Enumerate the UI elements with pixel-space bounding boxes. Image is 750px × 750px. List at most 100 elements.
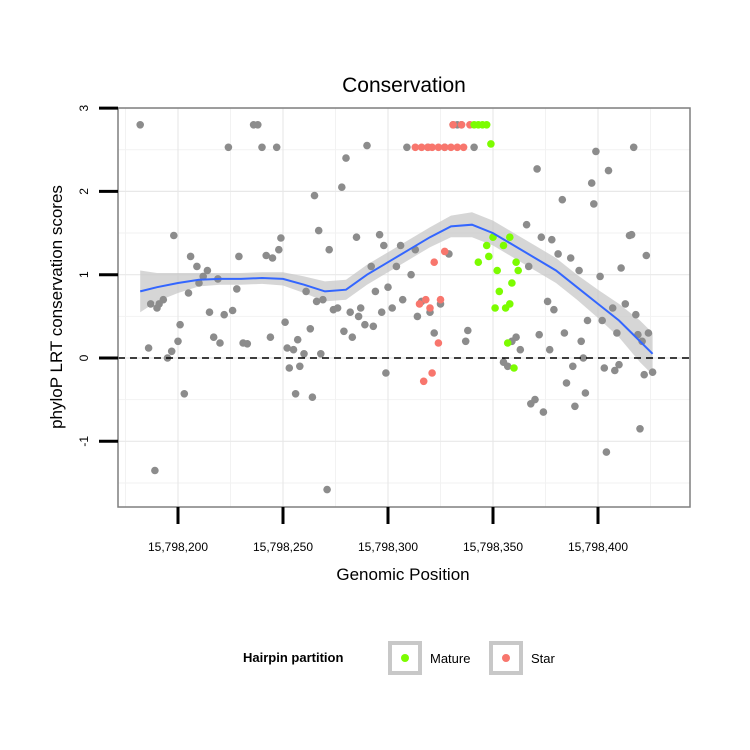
data-point bbox=[503, 339, 512, 347]
data-point bbox=[319, 295, 327, 304]
data-point bbox=[174, 337, 182, 346]
data-point bbox=[384, 283, 392, 292]
chart-title: Conservation bbox=[342, 74, 466, 97]
data-point bbox=[277, 234, 285, 242]
data-point bbox=[388, 304, 397, 312]
data-point bbox=[411, 143, 420, 152]
data-point bbox=[293, 335, 302, 344]
data-point bbox=[524, 262, 533, 271]
data-point bbox=[600, 364, 609, 372]
data-point bbox=[275, 245, 283, 254]
data-point bbox=[506, 300, 514, 308]
data-point bbox=[396, 241, 405, 250]
data-point bbox=[415, 300, 424, 308]
data-point bbox=[233, 285, 241, 293]
data-point bbox=[482, 121, 491, 129]
data-point bbox=[392, 262, 401, 271]
plot-border bbox=[117, 107, 691, 508]
data-point bbox=[632, 310, 640, 319]
data-point bbox=[203, 266, 212, 275]
data-point bbox=[604, 166, 613, 175]
data-point bbox=[356, 304, 365, 312]
data-point bbox=[508, 279, 516, 287]
data-point bbox=[220, 310, 228, 319]
data-point bbox=[342, 154, 350, 162]
data-point bbox=[193, 262, 201, 271]
data-point bbox=[545, 345, 554, 354]
data-point bbox=[430, 258, 439, 267]
data-point bbox=[539, 408, 548, 416]
data-point bbox=[636, 425, 644, 433]
data-point bbox=[228, 306, 237, 315]
data-point bbox=[367, 262, 376, 271]
data-point bbox=[499, 241, 508, 250]
data-point bbox=[613, 329, 621, 337]
data-point bbox=[434, 143, 443, 152]
x-tick-label: 15,798,300 bbox=[358, 540, 418, 554]
data-point bbox=[325, 245, 334, 254]
data-point bbox=[371, 287, 380, 296]
data-point bbox=[333, 304, 342, 312]
data-point bbox=[590, 200, 598, 208]
data-point bbox=[638, 337, 646, 346]
data-point bbox=[348, 333, 357, 342]
data-point bbox=[640, 370, 648, 379]
data-point bbox=[289, 345, 298, 354]
data-point bbox=[617, 264, 625, 272]
data-point bbox=[413, 312, 422, 321]
legend-label-mature: Mature bbox=[430, 651, 470, 666]
legend-label-star: Star bbox=[531, 651, 556, 666]
data-point bbox=[644, 329, 653, 337]
data-point bbox=[611, 366, 619, 375]
data-point bbox=[621, 300, 630, 308]
data-point bbox=[317, 350, 325, 358]
data-point bbox=[291, 390, 300, 398]
data-point bbox=[491, 304, 499, 312]
smooth-line bbox=[139, 223, 654, 355]
data-point bbox=[253, 121, 262, 129]
data-point bbox=[592, 147, 600, 156]
data-point bbox=[375, 230, 384, 239]
data-point bbox=[361, 320, 369, 329]
data-point bbox=[629, 143, 638, 152]
data-point bbox=[310, 191, 319, 200]
x-tick-label: 15,798,400 bbox=[568, 540, 628, 554]
data-point bbox=[436, 295, 445, 304]
data-point bbox=[493, 266, 502, 275]
data-point bbox=[548, 235, 556, 244]
data-point bbox=[352, 233, 361, 241]
data-point bbox=[312, 297, 321, 306]
data-point bbox=[186, 252, 195, 261]
data-point bbox=[579, 354, 588, 362]
data-point bbox=[495, 287, 504, 296]
data-point bbox=[615, 360, 623, 369]
data-point bbox=[430, 329, 439, 337]
data-point bbox=[457, 121, 466, 129]
data-point bbox=[422, 295, 430, 304]
data-point bbox=[199, 272, 207, 281]
data-point bbox=[562, 379, 571, 387]
data-point bbox=[571, 402, 579, 411]
data-point bbox=[195, 279, 203, 287]
data-point bbox=[272, 143, 281, 152]
data-point bbox=[608, 304, 617, 312]
data-point bbox=[550, 305, 558, 314]
data-point bbox=[398, 295, 407, 304]
data-point bbox=[470, 143, 478, 152]
data-point bbox=[642, 251, 651, 260]
y-tick-label: 3 bbox=[77, 104, 91, 111]
data-point bbox=[537, 233, 546, 241]
data-point bbox=[482, 241, 491, 250]
data-point bbox=[510, 364, 518, 372]
data-point bbox=[487, 140, 495, 148]
data-point bbox=[176, 320, 184, 329]
data-point bbox=[205, 308, 214, 317]
data-point bbox=[516, 345, 525, 354]
data-point bbox=[382, 369, 390, 377]
data-point bbox=[283, 344, 292, 352]
data-point bbox=[308, 393, 317, 402]
data-point bbox=[136, 121, 144, 129]
x-tick-label: 15,798,200 bbox=[148, 540, 208, 554]
data-point bbox=[180, 390, 189, 398]
data-point bbox=[554, 250, 562, 258]
